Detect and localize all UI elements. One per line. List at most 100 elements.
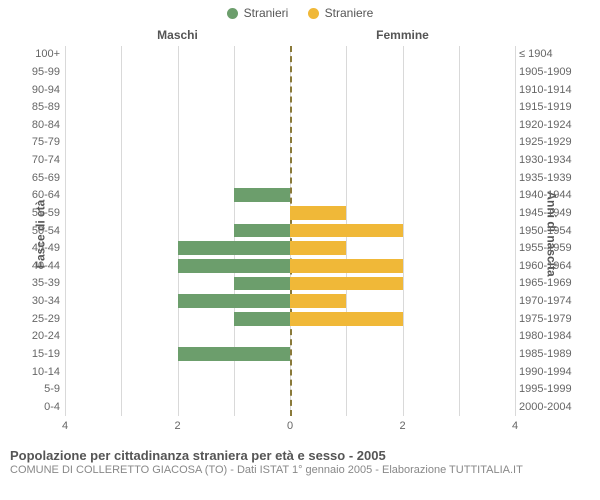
age-row: 20-241980-1984	[65, 328, 515, 346]
age-row: 25-291975-1979	[65, 310, 515, 328]
year-tick: 1915-1919	[519, 101, 577, 113]
year-tick: 1935-1939	[519, 172, 577, 184]
bar-female	[290, 277, 403, 291]
year-tick: 1985-1989	[519, 348, 577, 360]
bar-female	[290, 224, 403, 238]
age-tick: 55-59	[20, 207, 60, 219]
age-row: 35-391965-1969	[65, 275, 515, 293]
legend-label-male: Stranieri	[244, 6, 289, 20]
legend-swatch-female	[308, 8, 319, 19]
year-tick: 1930-1934	[519, 154, 577, 166]
bar-female	[290, 259, 403, 273]
bar-male	[234, 277, 290, 291]
x-tick: 2	[174, 420, 180, 432]
x-tick: 4	[512, 420, 518, 432]
chart: Fasce di età Anni di nascita Maschi Femm…	[0, 24, 600, 444]
age-tick: 15-19	[20, 348, 60, 360]
year-tick: 1945-1949	[519, 207, 577, 219]
age-tick: 60-64	[20, 189, 60, 201]
age-row: 30-341970-1974	[65, 292, 515, 310]
year-tick: 1950-1954	[519, 225, 577, 237]
footer-title: Popolazione per cittadinanza straniera p…	[10, 448, 590, 464]
age-tick: 50-54	[20, 225, 60, 237]
bar-female	[290, 294, 346, 308]
age-row: 65-691935-1939	[65, 169, 515, 187]
age-tick: 80-84	[20, 119, 60, 131]
age-row: 75-791925-1929	[65, 134, 515, 152]
age-row: 80-841920-1924	[65, 116, 515, 134]
age-tick: 0-4	[20, 401, 60, 413]
legend: Stranieri Straniere	[0, 0, 600, 24]
bar-male	[234, 224, 290, 238]
year-tick: 1975-1979	[519, 313, 577, 325]
legend-item-male: Stranieri	[227, 6, 289, 20]
age-tick: 35-39	[20, 277, 60, 289]
bar-male	[234, 312, 290, 326]
age-row: 45-491955-1959	[65, 239, 515, 257]
year-tick: 1990-1994	[519, 366, 577, 378]
age-row: 40-441960-1964	[65, 257, 515, 275]
bar-male	[234, 188, 290, 202]
age-row: 55-591945-1949	[65, 204, 515, 222]
age-row: 5-91995-1999	[65, 380, 515, 398]
age-row: 85-891915-1919	[65, 98, 515, 116]
rows-container: 100+≤ 190495-991905-190990-941910-191485…	[65, 46, 515, 416]
age-row: 100+≤ 1904	[65, 46, 515, 64]
age-row: 15-191985-1989	[65, 345, 515, 363]
bar-female	[290, 312, 403, 326]
bar-male	[178, 241, 291, 255]
x-tick: 0	[287, 420, 293, 432]
age-row: 90-941910-1914	[65, 81, 515, 99]
legend-item-female: Straniere	[308, 6, 374, 20]
year-tick: 1940-1944	[519, 189, 577, 201]
year-tick: 1995-1999	[519, 383, 577, 395]
footer: Popolazione per cittadinanza straniera p…	[0, 444, 600, 478]
year-tick: 1960-1964	[519, 260, 577, 272]
gridline	[515, 46, 516, 416]
year-tick: 1980-1984	[519, 330, 577, 342]
age-tick: 100+	[20, 48, 60, 60]
title-femmine: Femmine	[376, 28, 429, 42]
age-tick: 65-69	[20, 172, 60, 184]
age-row: 10-141990-1994	[65, 363, 515, 381]
age-tick: 75-79	[20, 136, 60, 148]
plot-area: Maschi Femmine 100+≤ 190495-991905-19099…	[65, 46, 515, 416]
bar-male	[178, 294, 291, 308]
age-tick: 30-34	[20, 295, 60, 307]
title-maschi: Maschi	[157, 28, 198, 42]
bar-female	[290, 206, 346, 220]
age-tick: 5-9	[20, 383, 60, 395]
age-tick: 40-44	[20, 260, 60, 272]
bar-male	[178, 259, 291, 273]
year-tick: ≤ 1904	[519, 48, 577, 60]
year-tick: 2000-2004	[519, 401, 577, 413]
x-tick: 2	[399, 420, 405, 432]
age-row: 70-741930-1934	[65, 151, 515, 169]
age-row: 50-541950-1954	[65, 222, 515, 240]
year-tick: 1925-1929	[519, 136, 577, 148]
bar-female	[290, 241, 346, 255]
age-tick: 25-29	[20, 313, 60, 325]
year-tick: 1965-1969	[519, 277, 577, 289]
age-tick: 20-24	[20, 330, 60, 342]
legend-label-female: Straniere	[325, 6, 374, 20]
year-tick: 1920-1924	[519, 119, 577, 131]
year-tick: 1970-1974	[519, 295, 577, 307]
age-row: 0-42000-2004	[65, 398, 515, 416]
age-tick: 95-99	[20, 66, 60, 78]
bar-male	[178, 347, 291, 361]
year-tick: 1910-1914	[519, 84, 577, 96]
x-tick: 4	[62, 420, 68, 432]
x-axis-ticks: 4 2 0 2 4	[65, 420, 515, 434]
age-row: 95-991905-1909	[65, 63, 515, 81]
age-tick: 85-89	[20, 101, 60, 113]
footer-subtitle: COMUNE DI COLLERETTO GIACOSA (TO) - Dati…	[10, 464, 590, 478]
age-row: 60-641940-1944	[65, 187, 515, 205]
age-tick: 10-14	[20, 366, 60, 378]
age-tick: 90-94	[20, 84, 60, 96]
age-tick: 70-74	[20, 154, 60, 166]
year-tick: 1955-1959	[519, 242, 577, 254]
age-tick: 45-49	[20, 242, 60, 254]
legend-swatch-male	[227, 8, 238, 19]
year-tick: 1905-1909	[519, 66, 577, 78]
